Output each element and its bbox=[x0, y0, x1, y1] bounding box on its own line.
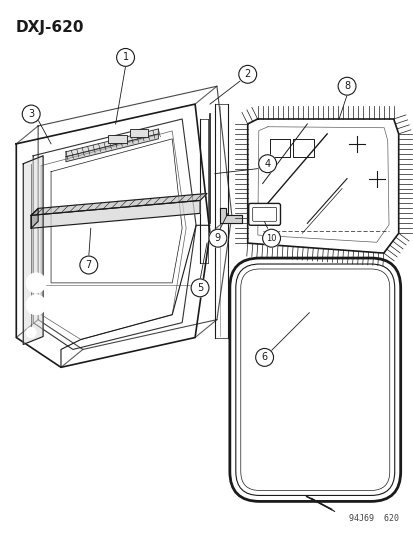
Circle shape bbox=[337, 77, 355, 95]
Text: 7: 7 bbox=[85, 260, 92, 270]
Polygon shape bbox=[23, 156, 43, 344]
Polygon shape bbox=[247, 119, 398, 253]
Polygon shape bbox=[31, 193, 206, 215]
Text: 1: 1 bbox=[122, 52, 128, 62]
Circle shape bbox=[26, 295, 46, 314]
Text: DXJ-620: DXJ-620 bbox=[15, 20, 83, 35]
Circle shape bbox=[22, 105, 40, 123]
Text: 4: 4 bbox=[264, 159, 270, 168]
Circle shape bbox=[80, 256, 97, 274]
Circle shape bbox=[238, 66, 256, 83]
Polygon shape bbox=[31, 208, 38, 228]
Circle shape bbox=[262, 229, 280, 247]
Circle shape bbox=[30, 299, 42, 311]
Circle shape bbox=[26, 273, 46, 293]
Text: 9: 9 bbox=[214, 233, 221, 243]
Circle shape bbox=[116, 49, 134, 66]
FancyBboxPatch shape bbox=[129, 130, 148, 138]
Polygon shape bbox=[66, 134, 158, 161]
Circle shape bbox=[26, 328, 36, 337]
FancyBboxPatch shape bbox=[108, 135, 127, 143]
Text: 10: 10 bbox=[266, 233, 276, 243]
Text: 2: 2 bbox=[244, 69, 250, 79]
Circle shape bbox=[258, 155, 276, 173]
Text: 6: 6 bbox=[261, 352, 267, 362]
Circle shape bbox=[191, 279, 209, 297]
Circle shape bbox=[30, 277, 42, 289]
Circle shape bbox=[255, 349, 273, 366]
Polygon shape bbox=[219, 208, 241, 223]
Text: 8: 8 bbox=[343, 81, 349, 91]
Polygon shape bbox=[66, 129, 158, 157]
Text: 5: 5 bbox=[197, 283, 203, 293]
Polygon shape bbox=[31, 200, 199, 228]
FancyBboxPatch shape bbox=[252, 207, 276, 221]
Text: 94J69  620: 94J69 620 bbox=[348, 514, 398, 523]
FancyBboxPatch shape bbox=[248, 204, 280, 225]
Text: 3: 3 bbox=[28, 109, 34, 119]
Circle shape bbox=[209, 229, 226, 247]
